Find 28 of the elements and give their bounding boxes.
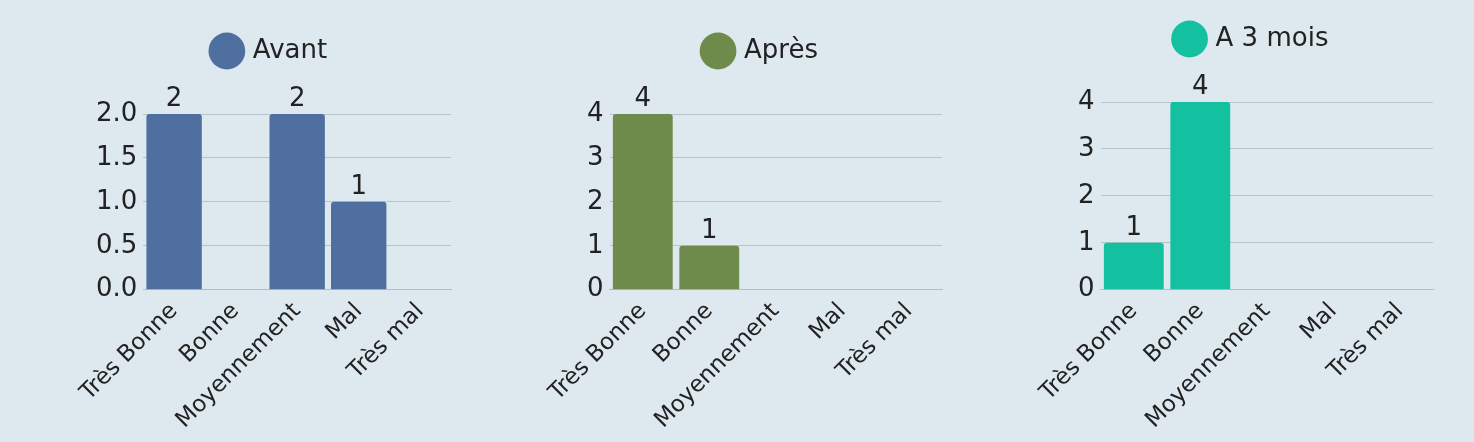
y-tick-label: 0 bbox=[587, 272, 604, 303]
data-label: 4 bbox=[1192, 69, 1209, 100]
x-tick-label: Mal bbox=[803, 296, 851, 344]
y-tick-label: 3 bbox=[587, 140, 604, 171]
legend-label: A 3 mois bbox=[1215, 21, 1329, 52]
legend-label: Avant bbox=[252, 33, 328, 64]
y-tick-label: 0.0 bbox=[95, 272, 138, 303]
y-tick-label: 0.5 bbox=[95, 228, 138, 259]
data-label: 4 bbox=[634, 81, 652, 112]
x-tick-label: Mal bbox=[319, 296, 367, 344]
y-tick-label: 1 bbox=[1078, 225, 1095, 256]
data-label: 1 bbox=[701, 213, 718, 244]
y-tick-label: 0 bbox=[1078, 272, 1095, 303]
y-tick-label: 1 bbox=[587, 228, 604, 259]
y-tick-label: 1.5 bbox=[95, 140, 138, 171]
legend-label: Après bbox=[744, 33, 818, 64]
y-tick-label: 2 bbox=[587, 184, 604, 215]
data-label: 1 bbox=[350, 169, 367, 200]
y-tick-label: 4 bbox=[587, 96, 604, 127]
y-tick-label: 2.0 bbox=[95, 96, 138, 127]
data-label: 2 bbox=[165, 81, 183, 112]
y-tick-label: 3 bbox=[1078, 131, 1095, 162]
data-label: 2 bbox=[288, 81, 306, 112]
y-tick-label: 4 bbox=[1078, 84, 1095, 115]
y-tick-label: 2 bbox=[1078, 178, 1095, 209]
data-label: 1 bbox=[1125, 210, 1143, 241]
y-tick-label: 1.0 bbox=[95, 184, 138, 215]
x-tick-label: Mal bbox=[1294, 296, 1342, 344]
